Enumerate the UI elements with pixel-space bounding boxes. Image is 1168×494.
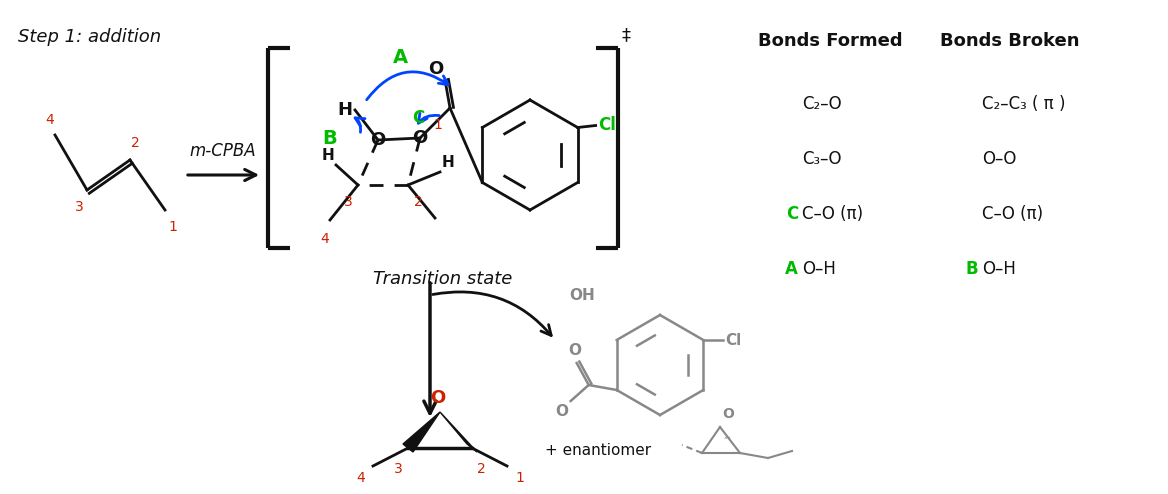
Text: C₃–O: C₃–O: [802, 150, 841, 168]
Text: C–O (π): C–O (π): [802, 205, 863, 223]
Text: Cl: Cl: [598, 117, 616, 134]
Text: C–O (π): C–O (π): [982, 205, 1043, 223]
Text: 3: 3: [343, 195, 353, 209]
Text: 4: 4: [356, 471, 364, 485]
Text: 3: 3: [395, 462, 403, 476]
Text: B: B: [322, 128, 338, 148]
Text: 4: 4: [321, 232, 329, 246]
Polygon shape: [403, 412, 440, 452]
Text: O: O: [412, 129, 427, 147]
Text: B: B: [966, 260, 978, 278]
Text: H: H: [442, 155, 454, 170]
Polygon shape: [440, 412, 477, 452]
Text: ,,,: ,,,: [723, 431, 731, 440]
Text: O: O: [568, 343, 582, 358]
Text: H: H: [338, 101, 352, 119]
Text: 2: 2: [477, 462, 486, 476]
Text: 1: 1: [168, 220, 178, 234]
Text: O: O: [722, 407, 734, 421]
Text: 2: 2: [413, 195, 423, 209]
Text: 4: 4: [46, 113, 55, 127]
Text: 2: 2: [131, 136, 139, 150]
Text: O–O: O–O: [982, 150, 1016, 168]
Text: Transition state: Transition state: [374, 270, 513, 288]
Text: O–H: O–H: [802, 260, 836, 278]
Text: Cl: Cl: [725, 332, 742, 347]
Text: Bonds Broken: Bonds Broken: [940, 32, 1079, 50]
Text: OH: OH: [569, 288, 595, 303]
Text: ‡: ‡: [623, 26, 631, 44]
Text: 3: 3: [75, 200, 83, 214]
Text: m-CPBA: m-CPBA: [189, 142, 256, 160]
Text: 1: 1: [433, 118, 443, 132]
Text: O: O: [430, 389, 446, 407]
Text: C: C: [412, 109, 424, 127]
Text: O: O: [427, 60, 443, 78]
Text: A: A: [392, 48, 408, 67]
Text: O–H: O–H: [982, 260, 1016, 278]
Text: C: C: [786, 205, 798, 223]
Text: Bonds Formed: Bonds Formed: [758, 32, 903, 50]
Text: O: O: [370, 131, 385, 149]
Text: + enantiomer: + enantiomer: [545, 443, 651, 457]
Text: H: H: [321, 148, 334, 163]
Text: Step 1: addition: Step 1: addition: [18, 28, 161, 46]
Text: 1: 1: [515, 471, 524, 485]
Text: C₂–O: C₂–O: [802, 95, 842, 113]
Text: O: O: [556, 404, 569, 419]
Text: C₂–C₃ ( π ): C₂–C₃ ( π ): [982, 95, 1065, 113]
Text: A: A: [785, 260, 798, 278]
